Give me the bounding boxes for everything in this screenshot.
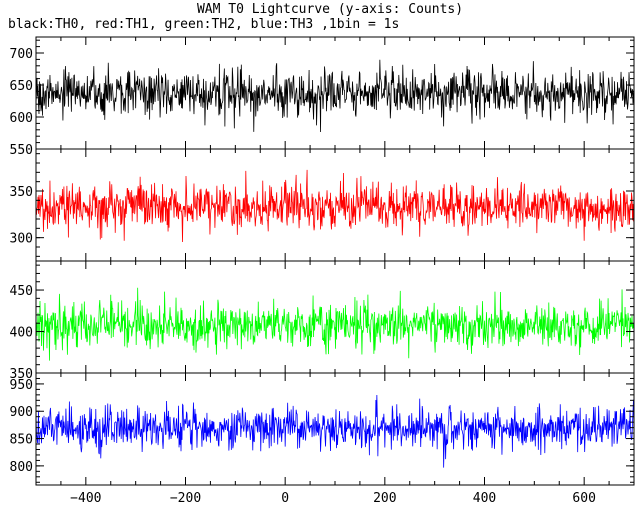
y-tick-label: 800 (10, 460, 33, 475)
y-tick-label: 350 (10, 367, 33, 382)
y-tick-label: 350 (10, 185, 33, 200)
chart-subtitle: black:TH0, red:TH1, green:TH2, blue:TH3 … (8, 17, 399, 32)
series-line-th1 (36, 169, 634, 242)
x-tick-label: −400 (70, 491, 101, 505)
series-line-th2 (36, 287, 634, 361)
y-tick-label: 950 (10, 378, 33, 393)
panel-th2: 350 400 450 (10, 260, 635, 382)
y-tick-label: 900 (10, 405, 33, 420)
x-tick-label: 600 (572, 491, 595, 505)
y-tick-label: 300 (10, 232, 33, 247)
y-tick-label: 450 (10, 284, 33, 299)
y-tick-label: 400 (10, 326, 33, 341)
panel-th3: 800 850 900 950 (10, 372, 635, 486)
panel-th0: 550 600 650 700 (10, 36, 635, 158)
y-tick-label: 600 (10, 111, 33, 126)
x-tick-label: 0 (281, 491, 289, 505)
series-line-th3 (36, 395, 634, 468)
panel-th1: 300 350 (10, 148, 635, 262)
x-tick-label: 200 (373, 491, 396, 505)
x-tick-label: −200 (170, 491, 201, 505)
y-tick-label: 650 (10, 79, 33, 94)
panels-group: 550 600 650 700 300 350 350 400 450 800 850 900 950 −… (10, 36, 635, 505)
series-line-th0 (36, 59, 634, 133)
chart-title: WAM T0 Lightcurve (y-axis: Counts) (197, 2, 463, 17)
x-tick-label: 400 (473, 491, 496, 505)
y-tick-label: 700 (10, 47, 33, 62)
y-tick-label: 550 (10, 143, 33, 158)
y-tick-label: 850 (10, 433, 33, 448)
